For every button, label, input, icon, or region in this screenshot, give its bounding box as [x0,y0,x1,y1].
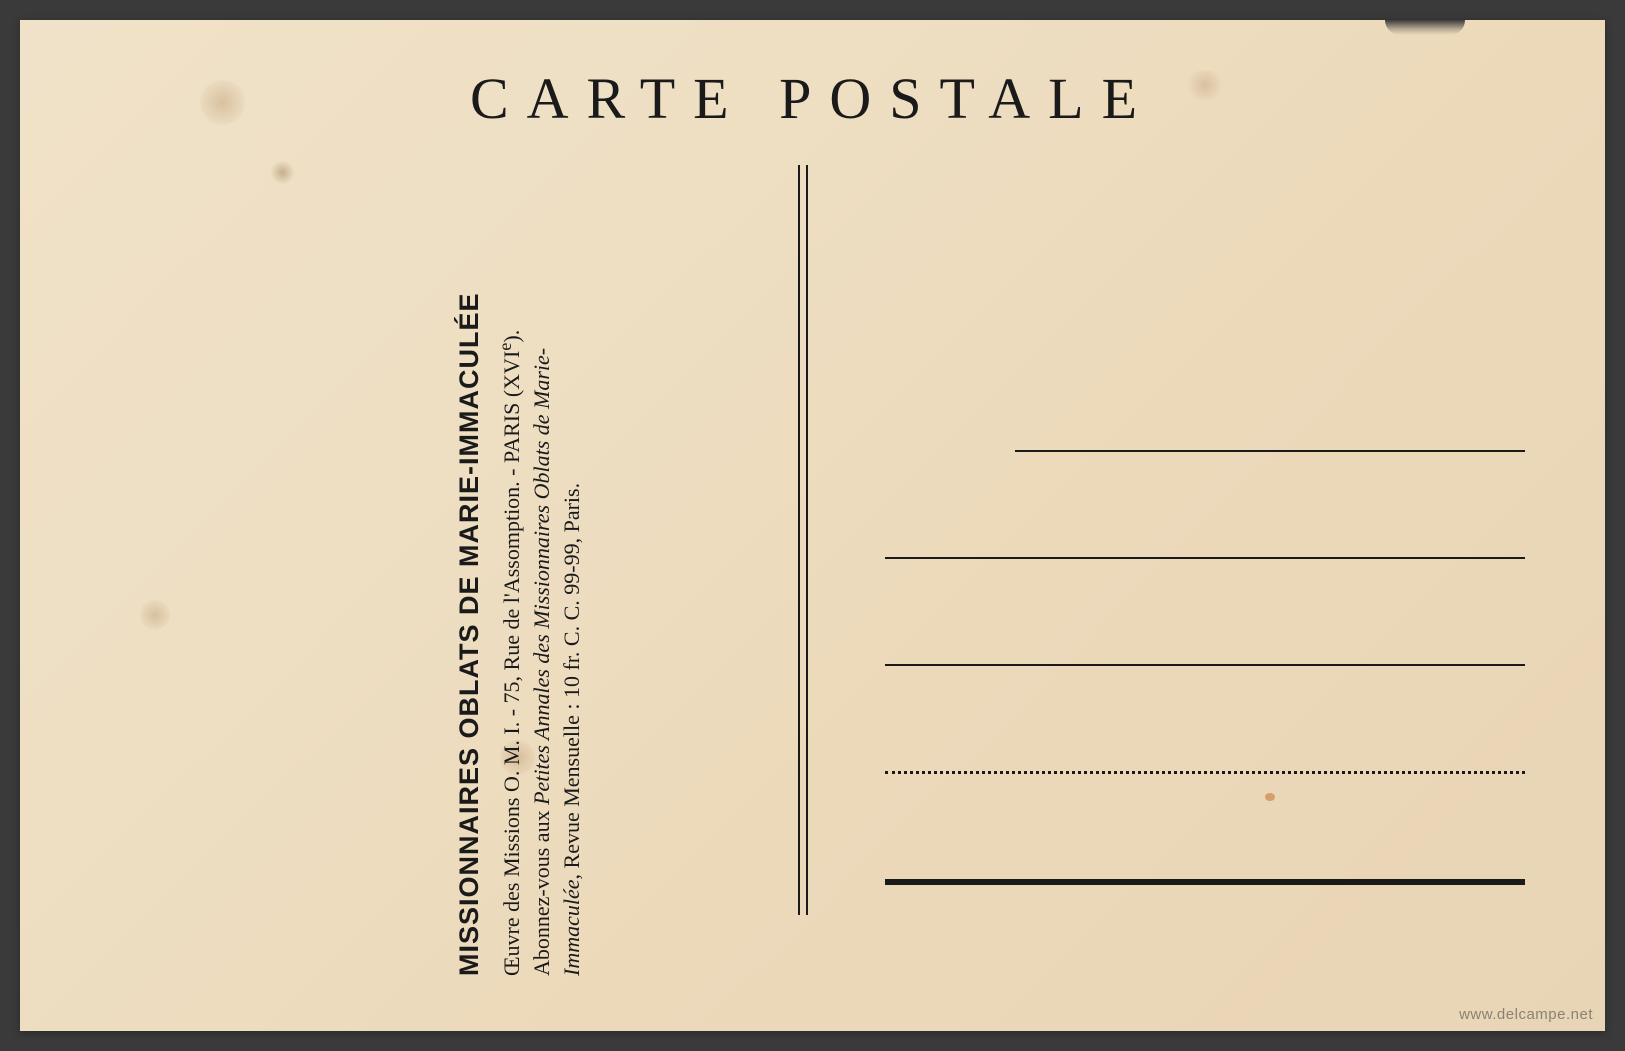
postcard-back: CARTE POSTALE MISSIONNAIRES OBLATS DE MA… [20,20,1605,1031]
edge-damage [1385,20,1465,35]
organization-address: Œuvre des Missions O. M. I. - 75, Rue de… [493,76,527,976]
publisher-info: MISSIONNAIRES OBLATS DE MARIE-IMMACULÉE … [454,76,586,976]
address-line [885,664,1525,666]
watermark-text: www.delcampe.net [1459,1006,1593,1023]
aging-spot [200,80,245,125]
organization-name: MISSIONNAIRES OBLATS DE MARIE-IMMACULÉE [454,76,485,976]
aging-spot [1185,70,1225,100]
address-area [885,450,1525,885]
subscription-details: , Revue Mensuelle : 10 fr. C. C. 99-99, … [559,482,584,879]
publication-name-1: Petites Annales des Missionnaires Oblats… [529,347,554,804]
address-superscript: e [495,342,515,350]
address-line [1015,450,1525,452]
address-suffix: ). [499,329,524,342]
subscription-prefix: Abonnez-vous aux [529,804,554,975]
address-text: Œuvre des Missions O. M. I. - 75, Rue de… [499,350,524,975]
address-line-thick [885,879,1525,885]
stain-dot [1265,793,1275,801]
center-divider [798,165,808,915]
address-line [885,557,1525,559]
publication-name-2: Immaculée [559,879,584,976]
address-line-dotted [885,771,1525,774]
subscription-line-2: Immaculée, Revue Mensuelle : 10 fr. C. C… [557,76,587,976]
subscription-line-1: Abonnez-vous aux Petites Annales des Mis… [527,76,557,976]
aging-spot [270,160,295,185]
aging-spot [140,600,170,630]
